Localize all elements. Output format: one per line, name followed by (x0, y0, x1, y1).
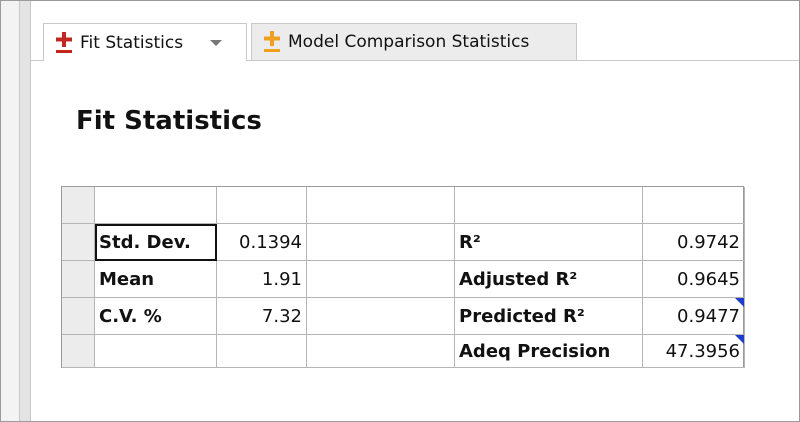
stat-name[interactable]: Std. Dev. (95, 224, 217, 261)
column-header[interactable] (95, 187, 217, 224)
column-header[interactable] (307, 187, 455, 224)
stat-value[interactable]: 0.9477 (643, 298, 745, 335)
cell[interactable] (307, 261, 455, 298)
side-panel (1, 1, 19, 421)
stat-name[interactable]: Mean (95, 261, 217, 298)
stat-value[interactable]: 0.9742 (643, 224, 745, 261)
tab[interactable]: Fit Statistics (43, 23, 247, 61)
row-header[interactable] (62, 298, 95, 335)
cell[interactable] (307, 298, 455, 335)
column-header[interactable] (217, 187, 307, 224)
cell[interactable] (307, 335, 455, 368)
stat-name[interactable]: Predicted R² (455, 298, 643, 335)
heading: Fit Statistics (76, 106, 262, 136)
tab-icon (264, 31, 280, 52)
tab-label: Fit Statistics (80, 32, 184, 53)
dropdown-arrow[interactable] (209, 38, 223, 48)
stat-name[interactable]: Adjusted R² (455, 261, 643, 298)
stat-value[interactable]: 0.9645 (643, 261, 745, 298)
stat-value[interactable]: 0.1394 (217, 224, 307, 261)
tab-icon (56, 31, 72, 53)
note-flag (735, 335, 744, 344)
row-header[interactable] (62, 261, 95, 298)
stat-value[interactable]: 7.32 (217, 298, 307, 335)
note-flag (735, 298, 744, 307)
column-header[interactable] (62, 187, 95, 224)
tab-strip-line (30, 60, 799, 61)
cell[interactable] (307, 224, 455, 261)
stat-name[interactable]: Adeq Precision (455, 335, 643, 368)
stat-value[interactable]: 1.91 (217, 261, 307, 298)
stat-value[interactable]: 47.3956 (643, 335, 745, 368)
row-header[interactable] (62, 224, 95, 261)
stat-name[interactable] (95, 335, 217, 368)
tab[interactable]: Model Comparison Statistics (251, 23, 577, 60)
splitter (19, 1, 31, 421)
stat-value[interactable] (217, 335, 307, 368)
column-header[interactable] (643, 187, 745, 224)
stat-name[interactable]: C.V. % (95, 298, 217, 335)
column-header[interactable] (455, 187, 643, 224)
stat-name[interactable]: R² (455, 224, 643, 261)
tab-label: Model Comparison Statistics (288, 32, 530, 52)
stats-table: Std. Dev. 0.1394 R² 0.9742 Mean 1.91 Adjusted … (61, 186, 745, 368)
row-header[interactable] (62, 335, 95, 368)
